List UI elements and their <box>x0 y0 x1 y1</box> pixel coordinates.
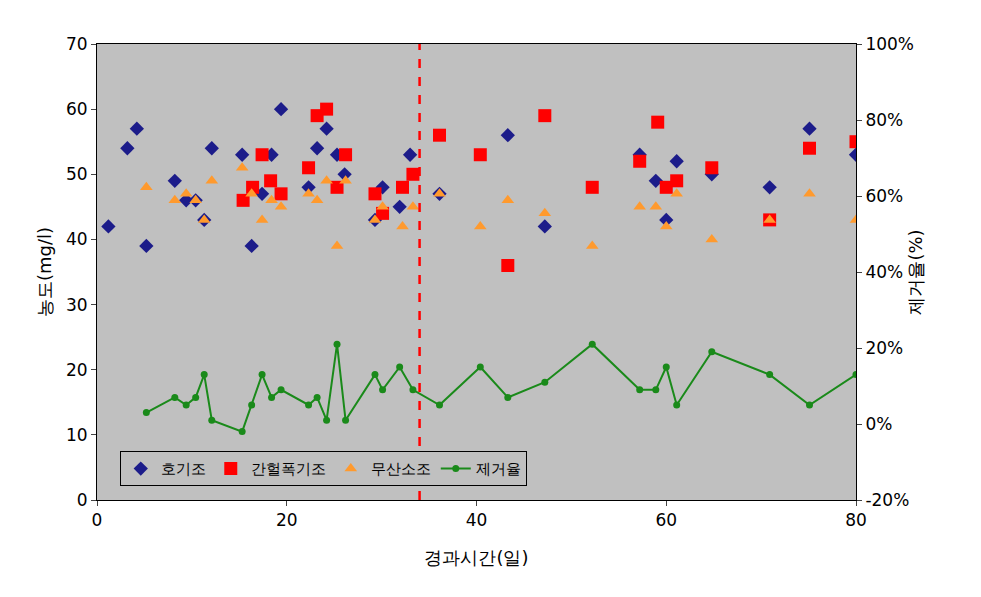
svg-text:제거율(%): 제거율(%) <box>905 229 926 314</box>
svg-text:0: 0 <box>77 490 88 510</box>
svg-text:80%: 80% <box>865 110 903 130</box>
svg-text:제거율: 제거율 <box>476 460 521 478</box>
svg-text:20%: 20% <box>865 338 903 358</box>
svg-text:30: 30 <box>66 295 88 315</box>
svg-text:무산소조: 무산소조 <box>371 460 431 478</box>
svg-text:50: 50 <box>66 164 88 184</box>
svg-text:경과시간(일): 경과시간(일) <box>424 547 528 568</box>
svg-text:0%: 0% <box>865 414 892 434</box>
svg-text:40%: 40% <box>865 262 903 282</box>
svg-text:60%: 60% <box>865 186 903 206</box>
svg-text:70: 70 <box>66 34 88 54</box>
svg-text:80: 80 <box>845 510 867 530</box>
svg-text:농도(mg/l): 농도(mg/l) <box>34 227 55 317</box>
svg-text:20: 20 <box>276 510 298 530</box>
svg-text:60: 60 <box>66 99 88 119</box>
svg-text:10: 10 <box>66 425 88 445</box>
svg-text:20: 20 <box>66 360 88 380</box>
svg-text:호기조: 호기조 <box>161 460 206 478</box>
svg-text:40: 40 <box>466 510 488 530</box>
svg-text:0: 0 <box>92 510 103 530</box>
svg-text:간헐폭기조: 간헐폭기조 <box>251 460 326 478</box>
svg-text:-20%: -20% <box>865 490 909 510</box>
svg-text:60: 60 <box>655 510 677 530</box>
svg-text:100%: 100% <box>865 34 914 54</box>
svg-text:40: 40 <box>66 229 88 249</box>
